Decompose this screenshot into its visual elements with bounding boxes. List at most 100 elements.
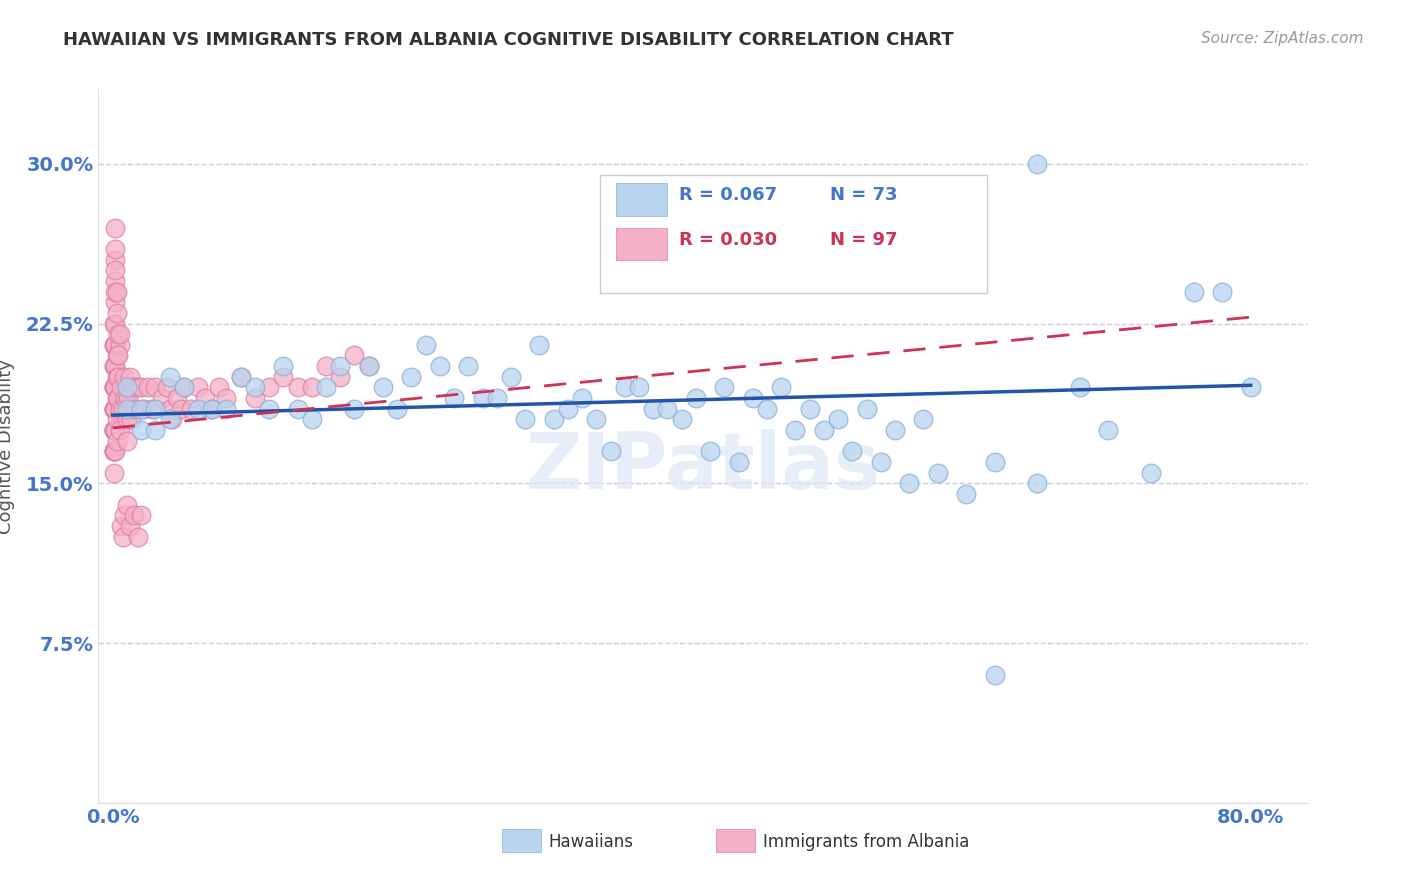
Point xyxy=(103,423,125,437)
Point xyxy=(129,508,152,523)
Point xyxy=(103,317,125,331)
Point xyxy=(105,391,128,405)
Point xyxy=(1240,380,1263,394)
Point xyxy=(104,359,127,373)
Point xyxy=(104,252,127,267)
Point xyxy=(104,242,127,256)
Point xyxy=(104,423,127,437)
Point xyxy=(343,401,366,416)
Point xyxy=(756,401,779,416)
Point xyxy=(187,401,209,416)
Point xyxy=(107,369,129,384)
Point xyxy=(201,401,224,416)
Point xyxy=(117,391,139,405)
Point xyxy=(927,466,949,480)
Text: R = 0.067: R = 0.067 xyxy=(679,186,778,203)
Point xyxy=(118,519,141,533)
Point xyxy=(1026,476,1049,491)
Point xyxy=(983,668,1005,682)
Point xyxy=(115,380,138,394)
Point xyxy=(143,380,166,394)
Point xyxy=(103,401,125,416)
Point xyxy=(127,380,149,394)
Point xyxy=(159,401,181,416)
Point xyxy=(103,466,125,480)
Point xyxy=(103,423,125,437)
Point xyxy=(194,391,217,405)
Point xyxy=(869,455,891,469)
Text: Hawaiians: Hawaiians xyxy=(548,833,633,851)
Point xyxy=(499,369,522,384)
Point xyxy=(215,401,238,416)
Point xyxy=(315,380,337,394)
Point xyxy=(643,401,665,416)
Text: N = 73: N = 73 xyxy=(830,186,897,203)
Point xyxy=(103,380,125,394)
Point xyxy=(201,401,224,416)
Point xyxy=(457,359,479,373)
Point xyxy=(585,412,607,426)
Point xyxy=(104,444,127,458)
Point xyxy=(180,401,202,416)
Point xyxy=(741,391,763,405)
Point xyxy=(301,380,323,394)
Point xyxy=(104,274,127,288)
Point xyxy=(415,338,437,352)
Point xyxy=(129,380,152,394)
Point xyxy=(103,423,125,437)
Point xyxy=(104,220,127,235)
Point xyxy=(713,380,735,394)
Point xyxy=(115,434,138,448)
Point xyxy=(329,359,352,373)
Point xyxy=(529,338,551,352)
Point xyxy=(273,359,295,373)
Point xyxy=(173,380,195,394)
Point xyxy=(129,401,152,416)
Point xyxy=(114,391,136,405)
Point xyxy=(385,401,408,416)
Point xyxy=(105,285,128,299)
Point xyxy=(229,369,252,384)
Point xyxy=(107,349,129,363)
Point xyxy=(152,391,174,405)
Point xyxy=(159,412,181,426)
Point xyxy=(103,444,125,458)
Point xyxy=(127,529,149,543)
Point xyxy=(111,529,134,543)
Point xyxy=(357,359,380,373)
Point xyxy=(104,285,127,299)
Point xyxy=(115,401,138,416)
Point xyxy=(329,369,352,384)
Point xyxy=(287,401,309,416)
Point xyxy=(841,444,863,458)
Point xyxy=(103,401,125,416)
Point xyxy=(104,338,127,352)
Point xyxy=(105,412,128,426)
Point xyxy=(105,349,128,363)
Point xyxy=(103,401,125,416)
Point xyxy=(243,380,266,394)
Text: R = 0.030: R = 0.030 xyxy=(679,232,778,250)
Point xyxy=(287,380,309,394)
Point xyxy=(108,327,131,342)
Point xyxy=(118,369,141,384)
Point xyxy=(166,391,188,405)
Point xyxy=(257,401,280,416)
Point xyxy=(103,380,125,394)
Point xyxy=(112,369,135,384)
Point xyxy=(898,476,921,491)
Point xyxy=(357,359,380,373)
Point xyxy=(129,423,152,437)
Point xyxy=(443,391,465,405)
Point xyxy=(111,401,134,416)
FancyBboxPatch shape xyxy=(716,830,755,852)
Point xyxy=(104,263,127,277)
Point xyxy=(156,380,179,394)
Point xyxy=(105,306,128,320)
Point xyxy=(187,380,209,394)
Point xyxy=(103,444,125,458)
Point xyxy=(827,412,849,426)
Point xyxy=(1069,380,1091,394)
Point xyxy=(143,423,166,437)
Point xyxy=(243,391,266,405)
